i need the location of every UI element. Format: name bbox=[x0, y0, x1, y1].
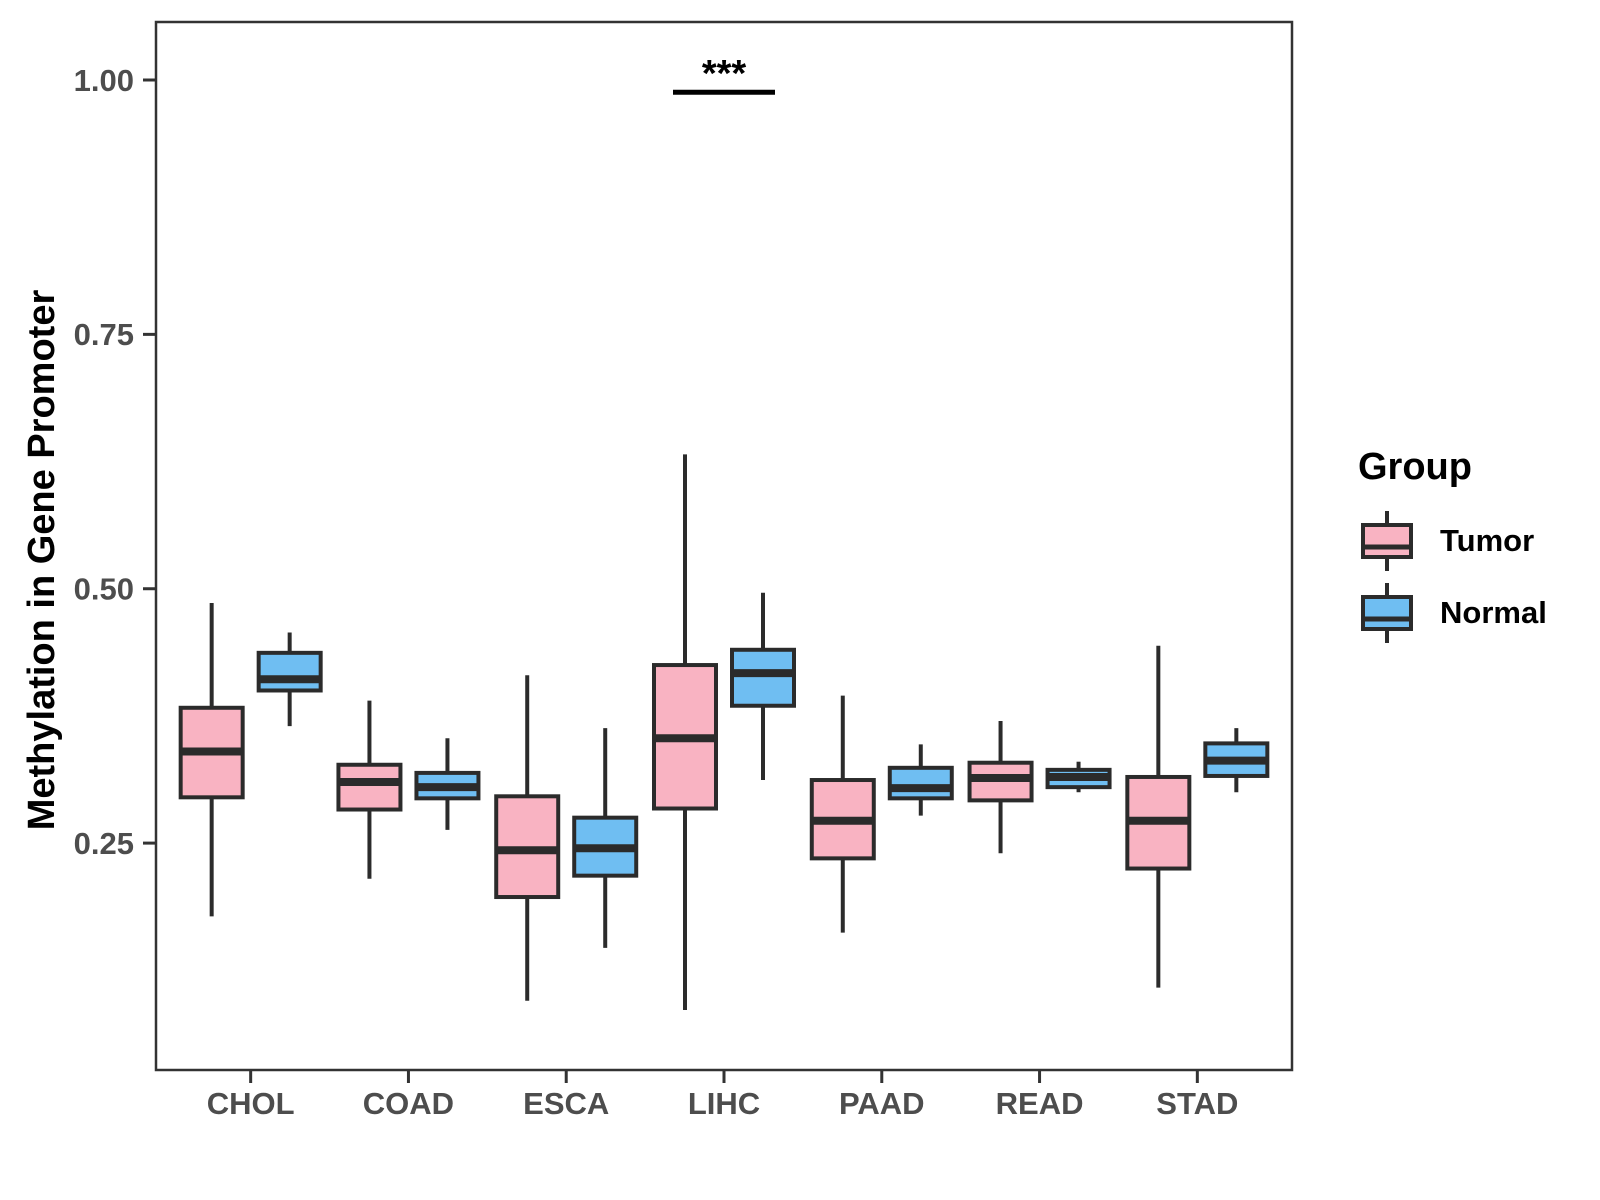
box-tumor-coad bbox=[336, 762, 403, 812]
legend-label-tumor: Tumor bbox=[1440, 523, 1535, 558]
x-axis-category-label: COAD bbox=[363, 1086, 454, 1121]
legend-title: Group bbox=[1358, 446, 1472, 488]
x-axis-category-label: CHOL bbox=[207, 1086, 295, 1121]
x-axis-category-label: READ bbox=[996, 1086, 1084, 1121]
box-normal-chol bbox=[256, 650, 323, 693]
x-axis-category-label: PAAD bbox=[839, 1086, 925, 1121]
boxplot-key-icon bbox=[1361, 583, 1413, 643]
x-axis-category-label: ESCA bbox=[523, 1086, 609, 1121]
legend-label-normal: Normal bbox=[1440, 595, 1547, 630]
legend-item-tumor: Tumor bbox=[1358, 509, 1547, 573]
y-axis-tick-label: 1.00 bbox=[74, 63, 134, 98]
box-normal-paad bbox=[887, 765, 954, 801]
boxplot-key-icon bbox=[1361, 511, 1413, 571]
significance-label: *** bbox=[702, 53, 747, 95]
y-axis-tick-label: 0.50 bbox=[74, 572, 134, 607]
x-axis-category-label: STAD bbox=[1156, 1086, 1238, 1121]
y-axis-title: Methylation in Gene Promoter bbox=[21, 289, 63, 831]
box-normal-lihc bbox=[730, 647, 796, 708]
panel-border bbox=[154, 20, 1294, 1072]
y-axis-tick-label: 0.75 bbox=[74, 317, 134, 352]
y-axis-tick-label: 0.25 bbox=[74, 826, 134, 861]
legend-item-normal: Normal bbox=[1358, 581, 1547, 645]
x-axis-category-label: LIHC bbox=[688, 1086, 760, 1121]
legend: Group Tumor Normal bbox=[1358, 446, 1547, 645]
